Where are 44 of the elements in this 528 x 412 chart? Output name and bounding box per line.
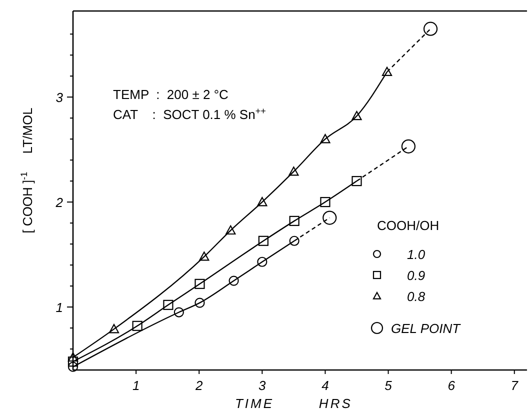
point — [108, 324, 120, 334]
point — [257, 196, 268, 206]
point — [68, 356, 78, 367]
point — [289, 236, 300, 246]
point — [68, 352, 78, 362]
x-tick-label: 7 — [510, 378, 519, 393]
point — [174, 307, 184, 318]
point — [423, 22, 438, 36]
point — [258, 236, 268, 246]
point — [194, 278, 205, 289]
annotation: CAT : SOCT 0.1 % Sn$^{++}$ — [113, 106, 266, 122]
x-tick-label: 2 — [194, 378, 204, 393]
point — [228, 276, 239, 286]
x-tick-label: 3 — [258, 378, 267, 393]
point — [320, 134, 330, 144]
point — [322, 210, 337, 225]
legend-label: 1.0 — [407, 247, 426, 262]
point — [257, 256, 268, 267]
point — [352, 110, 362, 120]
annotation: TEMP : 200 ± 2 °C — [113, 87, 228, 102]
point — [194, 298, 205, 308]
x-tick-label: 1 — [132, 378, 140, 393]
x-tick-label: 5 — [384, 378, 393, 393]
point — [199, 252, 210, 261]
point — [132, 320, 142, 331]
y-tick-label: 3 — [56, 90, 64, 106]
y-tick-label: 2 — [54, 195, 64, 210]
point — [320, 196, 330, 208]
legend-title: COOH/OH — [377, 218, 440, 233]
point — [352, 176, 362, 186]
x-tick-label: 6 — [448, 378, 456, 393]
y-tick-label: 1 — [56, 300, 63, 316]
point — [163, 300, 174, 310]
point — [382, 66, 392, 76]
legend-label: 0.9 — [407, 268, 426, 283]
legend-label: GEL POINT — [391, 321, 462, 336]
x-axis-title: TIME HRS — [234, 396, 352, 411]
point — [68, 362, 78, 372]
point — [226, 225, 236, 235]
legend-label: 0.8 — [407, 289, 426, 304]
point — [288, 166, 299, 176]
x-tick-label: 4 — [322, 378, 329, 393]
point — [289, 216, 300, 226]
point — [401, 139, 416, 154]
